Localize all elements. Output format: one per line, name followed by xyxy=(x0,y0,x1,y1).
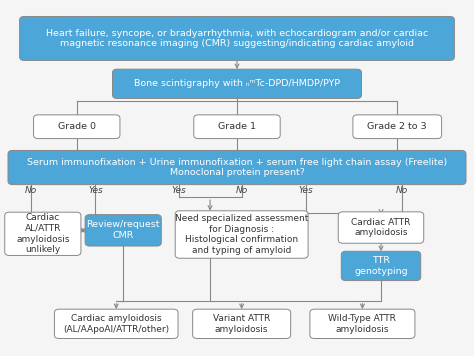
FancyBboxPatch shape xyxy=(192,309,291,339)
Text: Need specialized assessment
for Diagnosis :
Histological confirmation
and typing: Need specialized assessment for Diagnosi… xyxy=(175,214,308,255)
FancyBboxPatch shape xyxy=(112,69,362,99)
FancyBboxPatch shape xyxy=(310,309,415,339)
FancyBboxPatch shape xyxy=(353,115,442,138)
FancyBboxPatch shape xyxy=(175,211,308,258)
Text: Bone scintigraphy with ₙᵐTc-DPD/HMDP/PYP: Bone scintigraphy with ₙᵐTc-DPD/HMDP/PYP xyxy=(134,79,340,88)
Text: Grade 0: Grade 0 xyxy=(58,122,96,131)
Text: TTR
genotyping: TTR genotyping xyxy=(354,256,408,276)
Text: Yes: Yes xyxy=(88,187,103,195)
Text: Cardiac amyloidosis
(AL/AApoAI/ATTR/other): Cardiac amyloidosis (AL/AApoAI/ATTR/othe… xyxy=(63,314,169,334)
FancyBboxPatch shape xyxy=(5,212,81,256)
Text: Grade 2 to 3: Grade 2 to 3 xyxy=(367,122,427,131)
Text: Grade 1: Grade 1 xyxy=(218,122,256,131)
FancyBboxPatch shape xyxy=(8,151,466,185)
FancyBboxPatch shape xyxy=(19,16,455,61)
Text: Heart failure, syncope, or bradyarrhythmia, with echocardiogram and/or cardiac
m: Heart failure, syncope, or bradyarrhythm… xyxy=(46,28,428,48)
Text: No: No xyxy=(236,187,248,195)
FancyBboxPatch shape xyxy=(194,115,280,138)
FancyBboxPatch shape xyxy=(341,251,421,281)
Text: Cardiac
AL/ATTR
amyloidosis
unlikely: Cardiac AL/ATTR amyloidosis unlikely xyxy=(16,213,70,255)
Text: Yes: Yes xyxy=(298,187,313,195)
Text: No: No xyxy=(25,187,37,195)
FancyBboxPatch shape xyxy=(34,115,120,138)
Text: No: No xyxy=(396,187,408,195)
Text: Wild-Type ATTR
amyloidosis: Wild-Type ATTR amyloidosis xyxy=(328,314,396,334)
Text: Cardiac ATTR
amyloidosis: Cardiac ATTR amyloidosis xyxy=(351,218,410,237)
Text: Variant ATTR
amyloidosis: Variant ATTR amyloidosis xyxy=(213,314,270,334)
Text: Serum immunofixation + Urine immunofixation + serum free light chain assay (Free: Serum immunofixation + Urine immunofixat… xyxy=(27,158,447,177)
FancyBboxPatch shape xyxy=(55,309,178,339)
FancyBboxPatch shape xyxy=(85,215,161,246)
FancyBboxPatch shape xyxy=(338,212,424,243)
Text: Review/request
CMR: Review/request CMR xyxy=(86,220,160,240)
Text: Yes: Yes xyxy=(172,187,186,195)
